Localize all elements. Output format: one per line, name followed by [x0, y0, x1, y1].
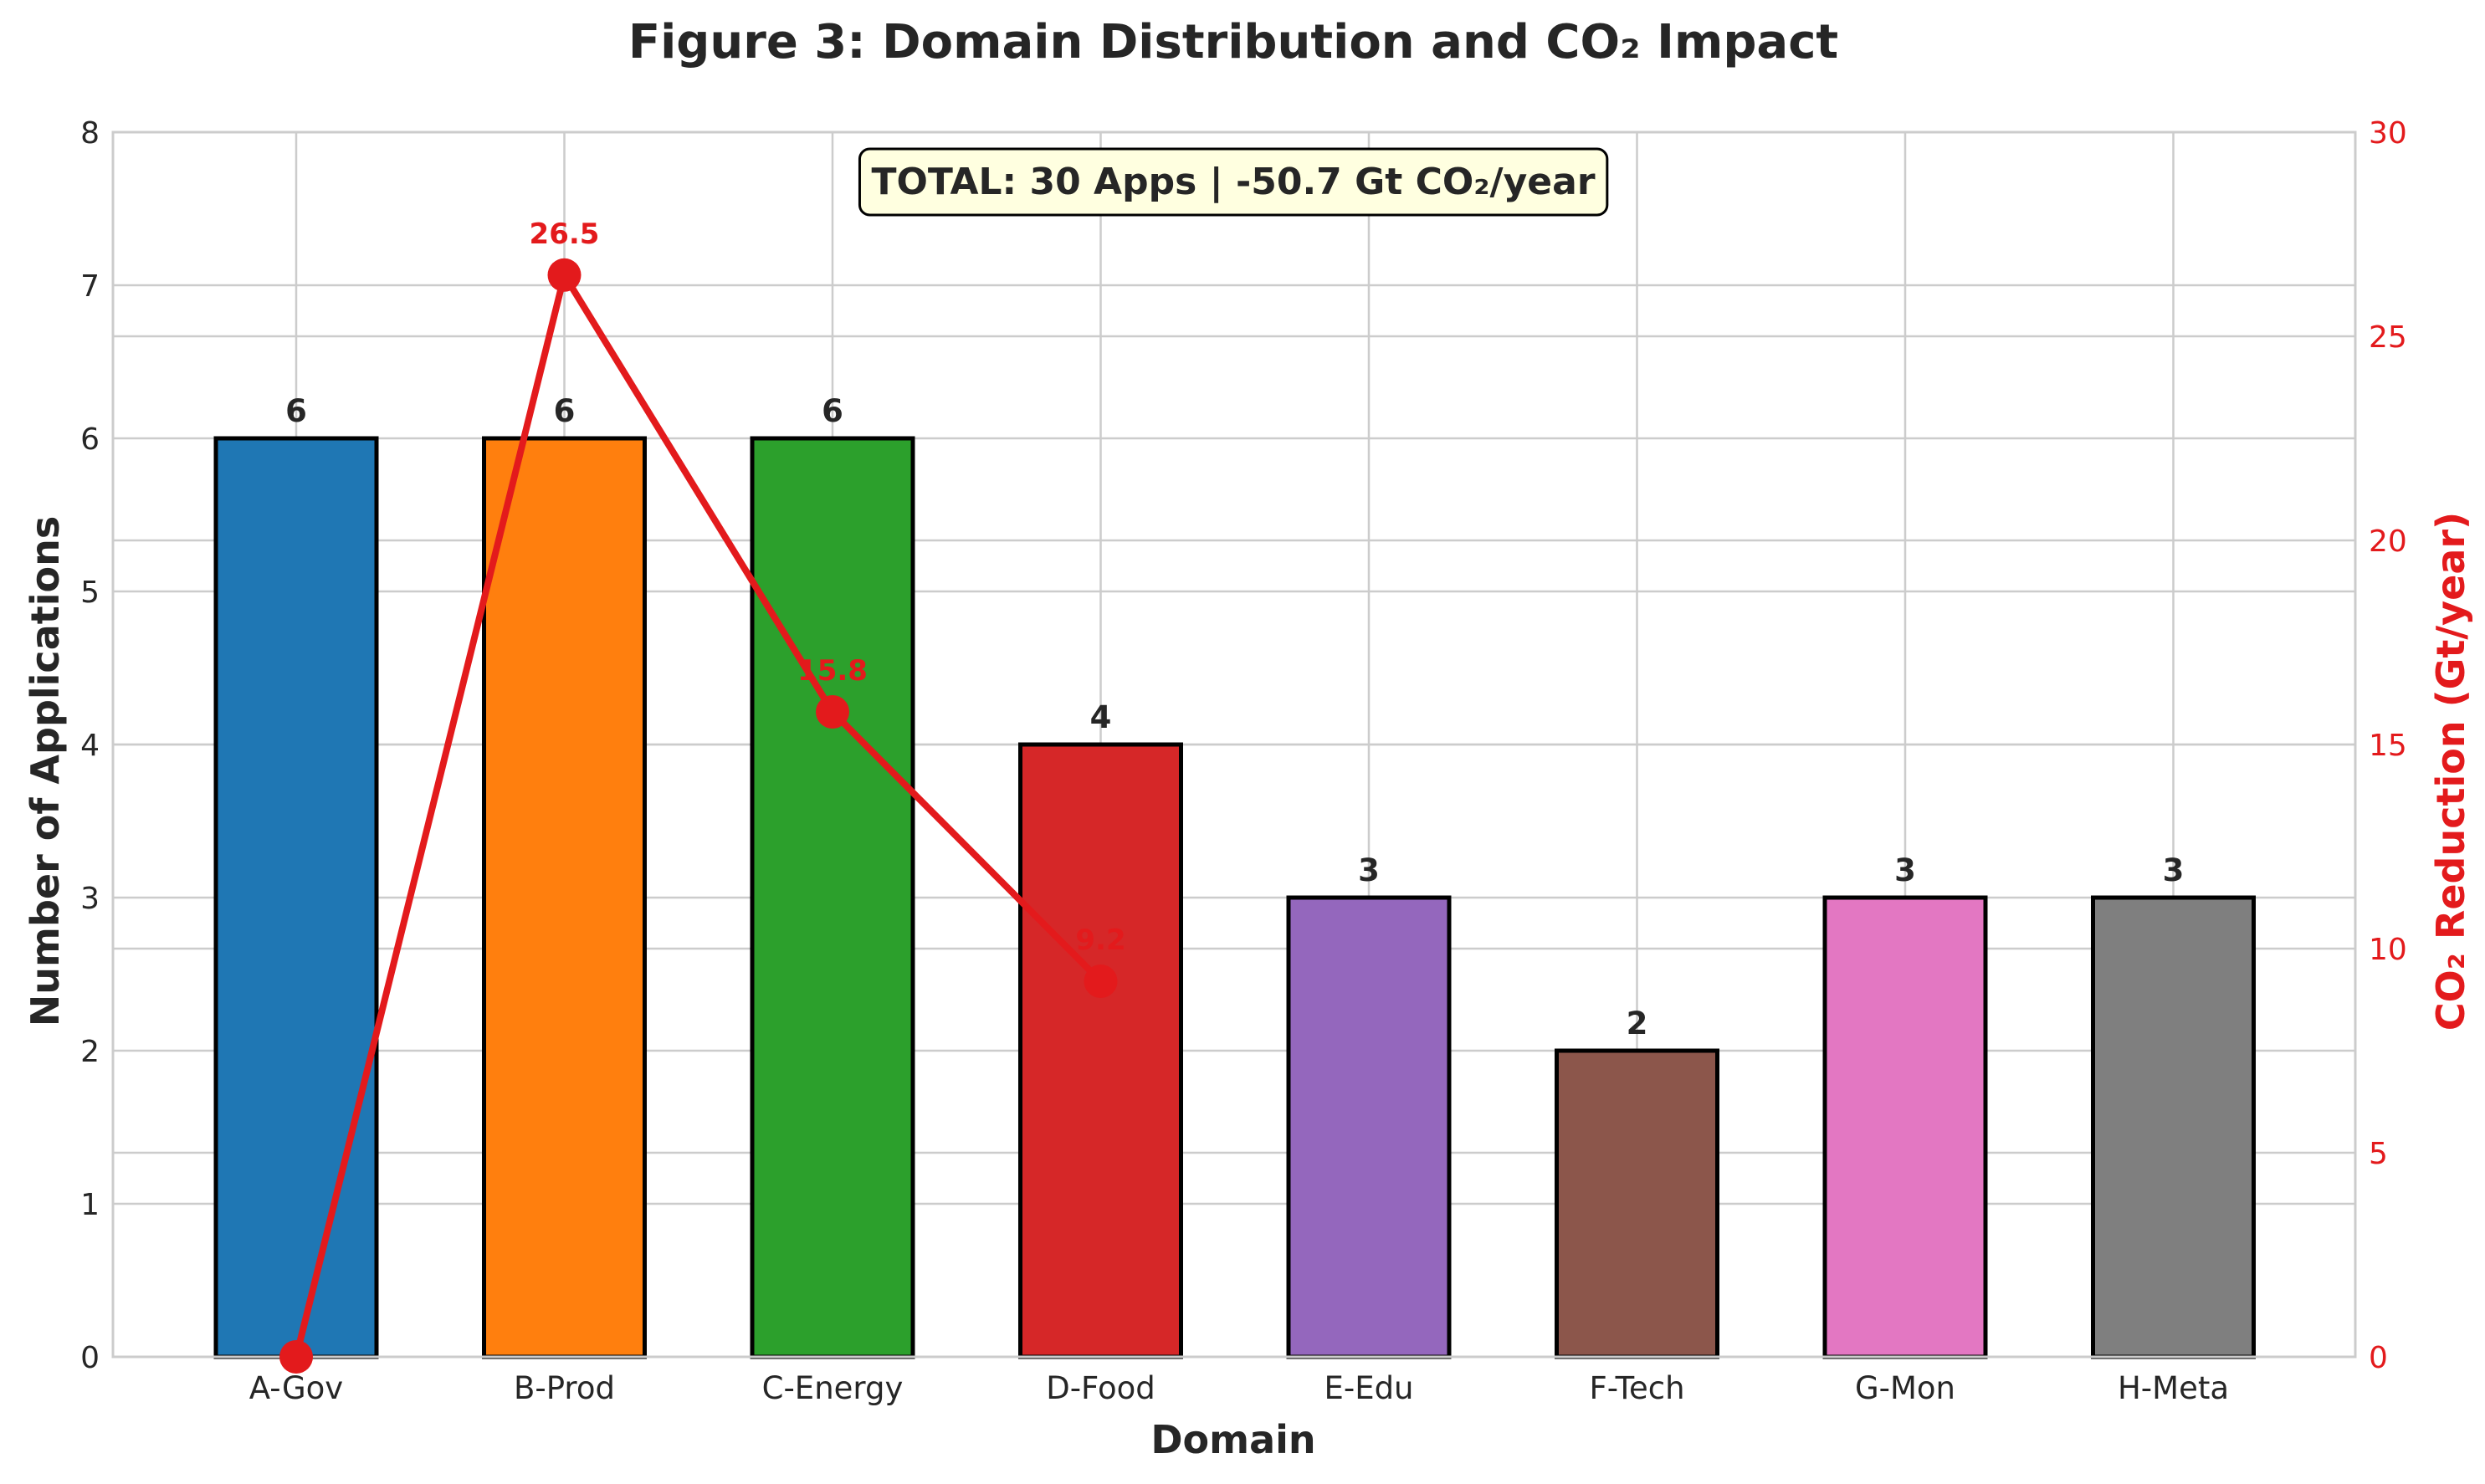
y-right-tick-label: 25	[2369, 320, 2407, 355]
bar-value-label: 3	[1894, 852, 1916, 888]
y-tick-label: 3	[80, 882, 100, 916]
bar-g-mon	[1822, 895, 1988, 1359]
bar-f-tech	[1555, 1048, 1719, 1359]
y-right-tick-label: 30	[2369, 116, 2407, 151]
plot-border	[111, 130, 2357, 1359]
chart-title: Figure 3: Domain Distribution and CO₂ Im…	[628, 15, 1838, 69]
bar-value-label: 6	[285, 393, 307, 429]
ticks-layer: 0 1 2 3 4 5 6 7 8 0 5 10 15 20 25 30 A-Gov B-Prod C-Energy…	[80, 116, 2407, 1406]
x-tick-label: H-Meta	[2118, 1370, 2229, 1406]
plot-frame	[111, 130, 2357, 1359]
bar-h-meta	[2091, 895, 2256, 1359]
co2-value-label: 15.8	[797, 654, 868, 688]
bar-d-food	[1018, 742, 1183, 1359]
bar-value-label: 3	[1358, 852, 1380, 888]
x-tick-label: D-Food	[1046, 1370, 1155, 1406]
x-tick-label: B-Prod	[514, 1370, 615, 1406]
y-right-tick-label: 0	[2369, 1341, 2388, 1375]
bar-value-label: 4	[1090, 699, 1112, 735]
y-axis-label: Number of Applications	[23, 516, 68, 1026]
co2-point	[1084, 965, 1118, 999]
x-tick-label: C-Energy	[762, 1370, 904, 1406]
bar-b-prod	[482, 436, 647, 1359]
y-tick-label: 5	[80, 576, 100, 610]
co2-point	[279, 1340, 313, 1374]
y-tick-label: 6	[80, 422, 100, 457]
x-tick-label: G-Mon	[1855, 1370, 1955, 1406]
bars-layer: 6 6 6 4 3 2 3 3	[213, 393, 2256, 1359]
y-tick-label: 8	[80, 116, 100, 151]
x-tick-label: F-Tech	[1589, 1370, 1684, 1406]
bar-c-energy	[750, 436, 915, 1359]
bar-value-label: 2	[1627, 1006, 1648, 1041]
bar-value-label: 3	[2163, 852, 2185, 888]
co2-point	[547, 258, 582, 292]
co2-line-layer: 26.5 15.8 9.2	[279, 217, 1126, 1374]
total-text: TOTAL: 30 Apps | -50.7 Gt CO₂/year	[871, 161, 1595, 203]
y-tick-label: 2	[80, 1035, 100, 1069]
y-tick-label: 0	[80, 1341, 100, 1375]
bar-e-edu	[1286, 895, 1452, 1359]
bar-a-gov	[213, 436, 379, 1359]
x-tick-label: A-Gov	[249, 1370, 343, 1406]
x-axis-label: Domain	[1150, 1417, 1315, 1462]
co2-line	[293, 266, 1104, 1358]
y-axis-label-right: CO₂ Reduction (Gt/year)	[2428, 512, 2473, 1031]
y-tick-label: 4	[80, 729, 100, 763]
y-right-tick-label: 10	[2369, 933, 2407, 967]
y-tick-label: 1	[80, 1188, 100, 1222]
co2-value-label: 26.5	[530, 217, 600, 251]
y-right-tick-label: 5	[2369, 1137, 2388, 1171]
bar-value-label: 6	[822, 393, 843, 429]
co2-point	[816, 694, 849, 729]
y-right-tick-label: 20	[2369, 525, 2407, 559]
total-box	[858, 147, 1609, 217]
y-right-tick-label: 15	[2369, 729, 2407, 763]
total-annotation: TOTAL: 30 Apps | -50.7 Gt CO₂/year	[858, 147, 1609, 217]
bar-value-label: 6	[554, 393, 576, 429]
co2-value-label: 9.2	[1075, 924, 1125, 957]
x-tick-label: E-Edu	[1324, 1370, 1413, 1406]
y-tick-label: 7	[80, 269, 100, 304]
